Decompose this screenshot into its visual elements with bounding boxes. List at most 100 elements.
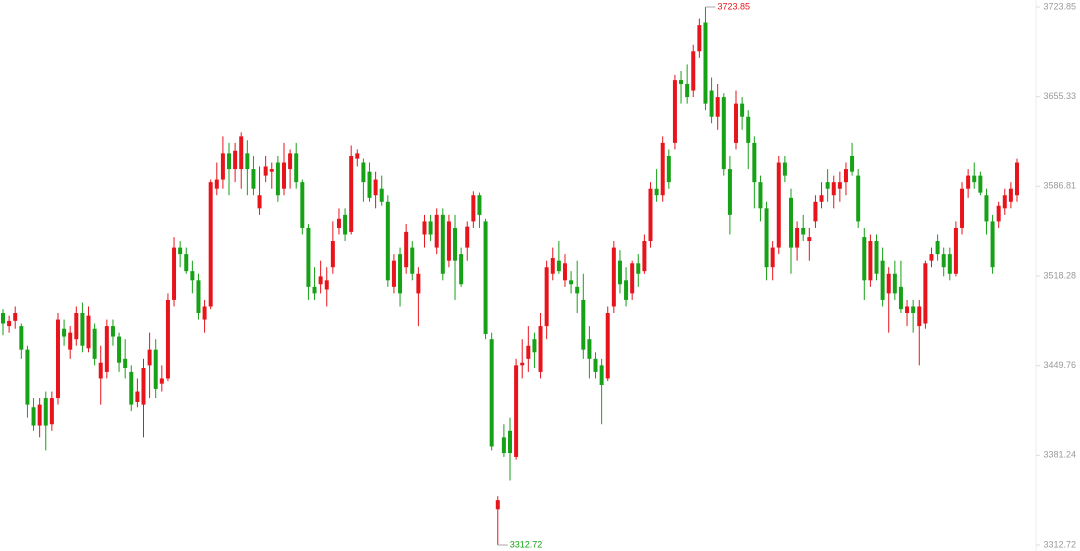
candle-body	[941, 254, 946, 268]
candle-body	[202, 306, 207, 320]
candle-body	[385, 201, 390, 281]
y-tick-label: 3655.33	[1043, 91, 1076, 101]
candle-body	[898, 286, 903, 310]
candle-body	[1015, 162, 1019, 196]
candle-body	[843, 169, 848, 183]
candle-body	[214, 179, 219, 189]
candle-body	[135, 391, 140, 402]
y-tick-label: 3586.81	[1043, 181, 1076, 191]
candle-body	[660, 142, 665, 196]
candle-body	[7, 320, 12, 327]
candle-body	[245, 153, 250, 170]
candle-body	[630, 263, 635, 294]
candle-body	[306, 227, 311, 287]
candle-body	[465, 226, 470, 248]
max-annotation: 3723.85	[717, 1, 750, 11]
candle-body	[966, 175, 971, 189]
candle-body	[917, 306, 922, 327]
candle-body	[562, 263, 567, 281]
candle-body	[434, 214, 439, 248]
candle-body	[764, 208, 769, 268]
candle-body	[856, 175, 861, 222]
candle-body	[92, 328, 97, 359]
candle-body	[758, 182, 763, 209]
candle-body	[367, 171, 372, 198]
candle-body	[343, 214, 348, 235]
candle-body	[801, 227, 806, 235]
candle-body	[428, 221, 433, 235]
candle-body	[330, 241, 335, 268]
candle-body	[404, 231, 409, 268]
candle-body	[300, 182, 305, 228]
candle-body	[324, 280, 329, 290]
candle-body	[581, 299, 586, 350]
candle-body	[935, 241, 940, 255]
candle-body	[483, 221, 488, 334]
candle-body	[947, 254, 952, 274]
candle-body	[31, 407, 36, 426]
candle-body	[178, 247, 183, 255]
candle-body	[147, 349, 152, 366]
candle-body	[104, 326, 109, 372]
candle-body	[43, 398, 48, 426]
candle-body	[996, 205, 1001, 222]
candle-body	[721, 97, 726, 170]
candle-body	[850, 155, 855, 172]
candle-body	[520, 362, 525, 366]
candle-body	[117, 336, 122, 363]
candle-body	[281, 162, 286, 189]
candle-body	[697, 25, 702, 52]
candle-body	[184, 254, 189, 272]
candle-body	[110, 326, 115, 337]
candle-body	[227, 153, 232, 170]
candle-body	[587, 339, 592, 359]
candle-body	[636, 263, 641, 274]
candle-body	[978, 175, 983, 193]
candle-body	[1002, 195, 1007, 209]
candle-body	[508, 430, 512, 454]
candle-body	[727, 169, 732, 215]
candle-body	[379, 188, 384, 202]
candle-body	[361, 162, 366, 183]
candle-body	[575, 286, 580, 294]
candle-body	[788, 197, 793, 248]
candle-body	[837, 182, 842, 189]
candle-body	[410, 247, 415, 274]
candle-body	[80, 313, 85, 346]
candle-body	[972, 175, 977, 183]
candle-body	[734, 103, 739, 143]
candle-body	[593, 358, 598, 372]
candle-body	[648, 188, 653, 242]
candle-body	[715, 97, 720, 117]
candle-body	[874, 241, 879, 274]
candle-body	[929, 254, 934, 261]
candle-body	[373, 179, 378, 196]
candle-body	[440, 214, 445, 274]
candle-body	[422, 221, 427, 235]
candle-body	[453, 227, 458, 261]
candle-body	[862, 237, 867, 281]
candle-body	[159, 378, 164, 384]
candle-body	[905, 306, 910, 314]
candle-body	[416, 273, 421, 294]
candle-body	[471, 195, 476, 222]
candle-body	[86, 315, 91, 349]
candle-body	[703, 22, 708, 104]
candle-body	[98, 362, 103, 379]
candle-body	[62, 328, 67, 337]
candle-body	[312, 286, 317, 294]
candle-body	[813, 201, 818, 222]
candle-body	[489, 339, 494, 447]
candle-body	[269, 169, 274, 172]
candle-body	[165, 299, 170, 379]
candle-body	[239, 136, 244, 170]
y-tick-label: 3449.76	[1043, 360, 1076, 370]
candle-body	[68, 332, 73, 350]
candle-body	[49, 398, 54, 425]
candle-body	[391, 260, 396, 287]
candle-body	[196, 280, 201, 314]
candle-body	[819, 195, 824, 202]
candle-body	[960, 188, 965, 228]
candle-body	[624, 280, 629, 300]
candle-body	[446, 221, 451, 261]
